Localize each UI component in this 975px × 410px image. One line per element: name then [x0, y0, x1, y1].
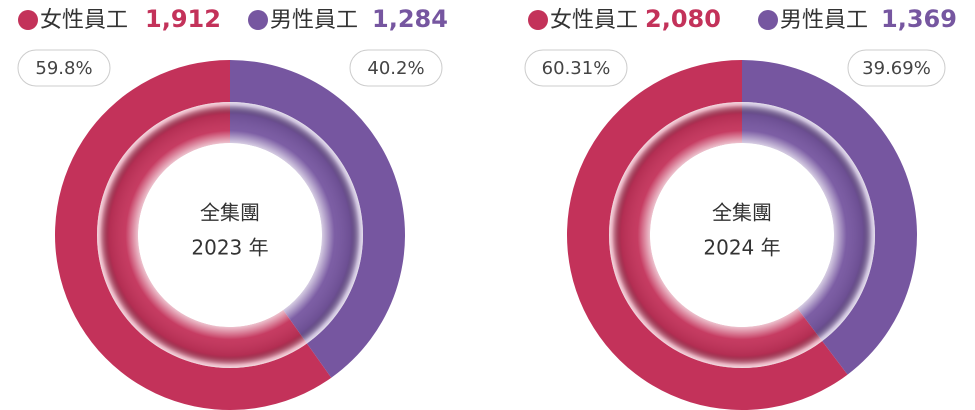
center-hole	[650, 143, 834, 327]
legend-label: 女性員工	[40, 8, 128, 33]
share-label: 59.8%	[35, 58, 92, 79]
legend-label: 男性員工	[270, 8, 358, 33]
donut-chart: 女性員工 1,912 59.8% 男性員工 1,284 40.2% 全集團 2023 年	[17, 5, 448, 410]
count-label: 1,369	[881, 5, 957, 33]
share-label: 40.2%	[367, 58, 424, 79]
count-label: 1,284	[372, 5, 448, 33]
legend-dot	[18, 10, 38, 30]
share-label: 39.69%	[862, 58, 931, 79]
share-pill	[524, 49, 628, 87]
inner-glow	[97, 102, 363, 368]
share-pill	[17, 49, 111, 87]
donut: 全集團 2023 年	[55, 59, 405, 410]
outer-slice	[567, 60, 848, 410]
outer-slice	[742, 60, 917, 375]
count-label: 1,912	[145, 5, 221, 33]
count-label: 2,080	[645, 5, 721, 33]
center-title: 全集團	[200, 201, 260, 225]
legend-label: 男性員工	[780, 8, 868, 33]
legend-dot	[758, 10, 778, 30]
donut: 全集團 2024 年	[567, 60, 917, 410]
share-pill	[349, 49, 443, 87]
share-label: 60.31%	[542, 58, 611, 79]
share-pill	[847, 49, 946, 87]
legend-dot	[528, 10, 548, 30]
donut-chart: 女性員工 2,080 60.31% 男性員工 1,369 39.69% 全集團 2024 年	[524, 5, 957, 410]
center-subtitle: 2023 年	[191, 236, 268, 260]
center-subtitle: 2024 年	[703, 236, 780, 260]
legend-dot	[248, 10, 268, 30]
outer-slice	[230, 60, 405, 378]
legend-label: 女性員工	[550, 8, 638, 33]
center-hole	[138, 143, 322, 327]
outer-slice	[55, 59, 332, 410]
center-title: 全集團	[712, 201, 772, 225]
inner-glow	[609, 102, 875, 368]
